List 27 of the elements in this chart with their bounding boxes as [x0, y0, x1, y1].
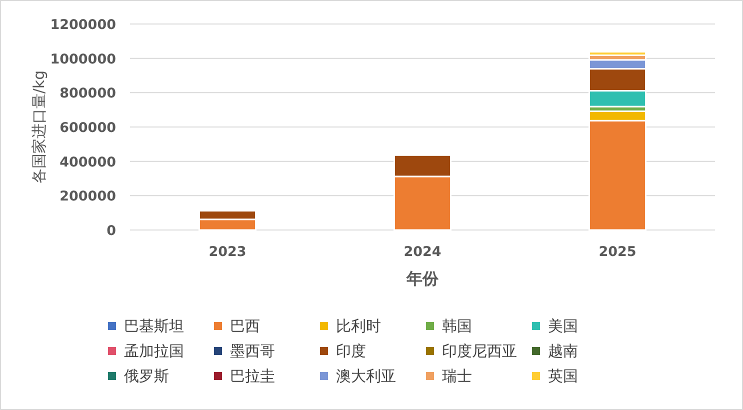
y-axis-title: 各国家进口量/kg	[30, 70, 48, 184]
x-tick-label: 2024	[404, 244, 442, 260]
x-axis-title: 年份	[406, 269, 440, 288]
y-tick-label: 1000000	[50, 51, 116, 68]
y-tick-label: 400000	[60, 154, 116, 170]
legend-label: 巴基斯坦	[124, 317, 184, 335]
legend-label: 印度	[336, 342, 366, 360]
legend-label: 孟加拉国	[124, 342, 184, 360]
legend-label: 巴拉圭	[230, 367, 275, 385]
legend-label: 美国	[548, 317, 578, 335]
legend-label: 澳大利亚	[336, 367, 396, 385]
legend-label: 巴西	[230, 317, 260, 335]
legend-label: 俄罗斯	[124, 367, 169, 385]
y-tick-label: 200000	[60, 188, 116, 205]
legend-label: 比利时	[336, 317, 381, 335]
y-tick-label: 800000	[60, 86, 116, 102]
legend-label: 印度尼西亚	[442, 342, 517, 360]
y-tick-label: 0	[106, 223, 116, 239]
x-tick-label: 2023	[208, 244, 246, 260]
x-tick-label: 2025	[598, 244, 636, 260]
legend-label: 墨西哥	[230, 342, 275, 360]
legend-label: 韩国	[442, 317, 472, 335]
legend-label: 越南	[548, 342, 578, 360]
y-tick-label: 600000	[60, 120, 116, 136]
legend-label: 瑞士	[442, 367, 472, 385]
y-tick-label: 1200000	[50, 17, 116, 33]
legend-label: 英国	[548, 367, 578, 385]
